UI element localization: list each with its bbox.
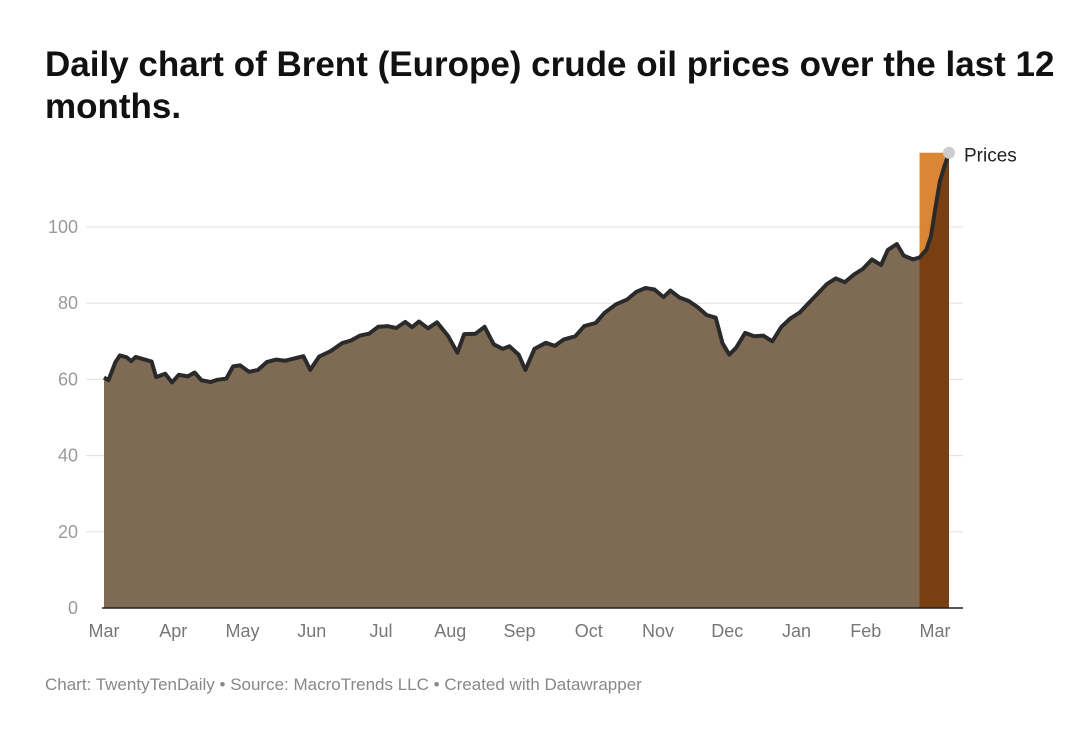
highlight-war-period-area (919, 152, 949, 608)
x-tick-label: Jul (369, 621, 392, 641)
y-axis-ticks: 0 20 40 60 80 100 (48, 217, 78, 618)
series-label: Prices (964, 146, 1017, 167)
y-tick-label: 60 (58, 369, 78, 389)
x-tick-label: Sep (503, 621, 535, 641)
x-tick-label: May (225, 621, 259, 641)
x-tick-label: Jun (297, 621, 326, 641)
x-tick-label: Aug (434, 621, 466, 641)
footer-credit: Chart: TwentyTenDaily (45, 675, 215, 694)
price-area (104, 152, 949, 608)
x-tick-label: Jan (782, 621, 811, 641)
x-tick-label: Nov (642, 621, 674, 641)
x-tick-label: Mar (89, 621, 120, 641)
footer-separator: • (219, 675, 226, 694)
y-tick-label: 0 (68, 598, 78, 618)
y-tick-label: 40 (58, 446, 78, 466)
x-tick-label: Apr (159, 621, 187, 641)
x-axis-ticks: Mar Apr May Jun Jul Aug Sep Oct Nov Dec Jan Feb Mar (89, 621, 951, 641)
chart-footer: Chart: TwentyTenDaily • Source: MacroTre… (45, 675, 642, 695)
footer-source: Source: MacroTrends LLC (230, 675, 429, 694)
footer-separator: • (433, 675, 440, 694)
x-tick-label: Mar (920, 621, 951, 641)
y-tick-label: 80 (58, 293, 78, 313)
y-tick-label: 20 (58, 522, 78, 542)
series-end-marker (943, 146, 955, 159)
x-tick-label: Oct (575, 621, 603, 641)
x-tick-label: Dec (711, 621, 743, 641)
footer-created: Created with Datawrapper (444, 675, 642, 694)
y-tick-label: 100 (48, 217, 78, 237)
price-line (102, 152, 951, 385)
x-tick-label: Feb (850, 621, 881, 641)
chart-title: Daily chart of Brent (Europe) crude oil … (45, 45, 1055, 126)
